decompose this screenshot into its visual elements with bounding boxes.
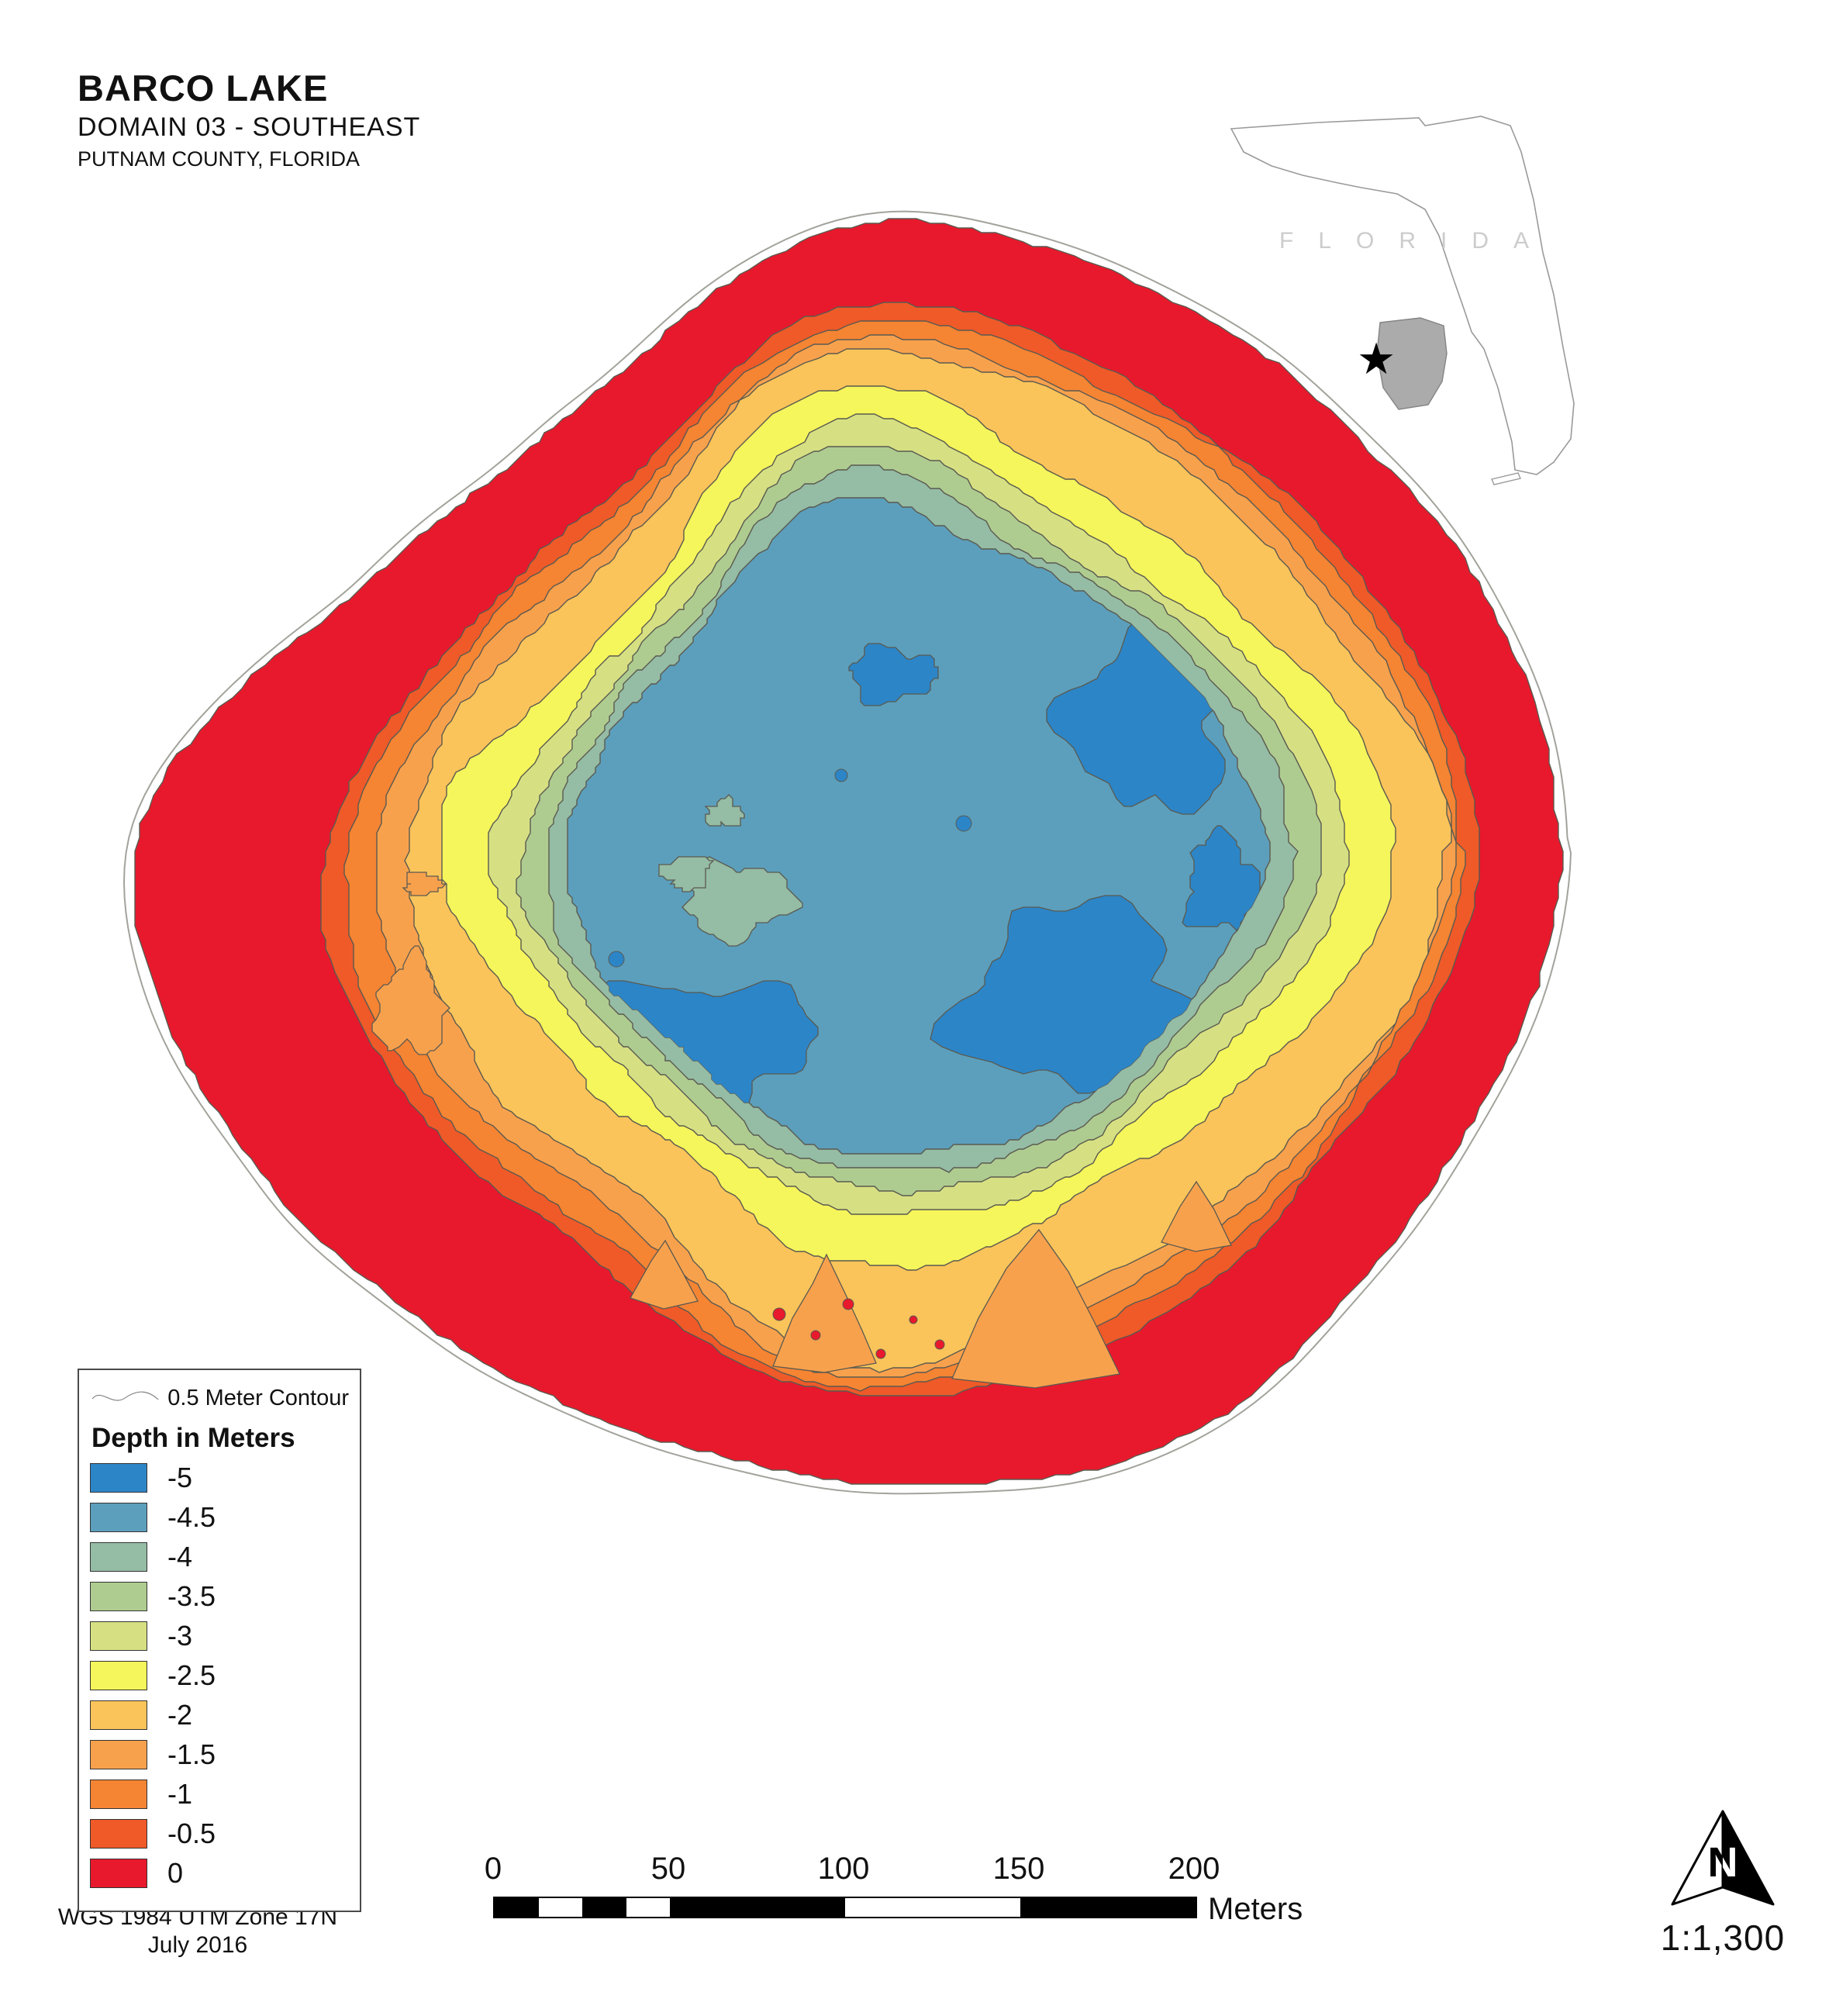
shoal-patch--1.5 [402,872,447,896]
legend-swatch [90,1740,147,1769]
scale-bar-graphic [493,1897,1197,1918]
legend-depth-label: -4 [167,1541,193,1572]
shoal-patch--1.5 [1161,1180,1232,1252]
shoal-patch--1.5 [951,1228,1120,1389]
legend-entry: 0 [90,1857,349,1889]
emergent-spot-0 [842,1298,854,1310]
shallow-island--4 [704,794,745,827]
legend: 0.5 Meter Contour Depth in Meters -5 -4.5… [78,1369,361,1912]
scale-bar-unit: Meters [1208,1892,1303,1926]
putnam-county-shape [1376,317,1448,410]
legend-swatch [90,1819,147,1849]
emergent-spot-0 [810,1330,821,1341]
legend-depth-label: 0 [167,1857,184,1889]
scale-tick-label: 0 [484,1852,502,1886]
florida-locator-inset: FLORIDA ★ [1230,116,1575,485]
legend-entry: -1 [90,1778,349,1810]
emergent-spot-0 [934,1339,945,1350]
emergent-spot-0 [909,1315,918,1324]
legend-swatch [90,1542,147,1572]
florida-label: FLORIDA [1279,228,1554,254]
legend-contour-row: 0.5 Meter Contour [90,1379,349,1417]
shallow-island--4 [658,856,715,892]
page-subtitle: DOMAIN 03 - SOUTHEAST [78,112,421,142]
north-label-right: N [1708,1839,1738,1886]
florida-keys [1491,472,1521,485]
legend-entry: -4 [90,1541,349,1572]
emergent-spot-0 [875,1348,886,1359]
legend-depth-label: -3 [167,1620,193,1652]
date-text: July 2016 [147,1932,248,1958]
legend-entries: -5 -4.5 -4 -3.5 -3 -2.5 -2 -1.5 -1 -0.5 0 [90,1462,349,1889]
north-arrow-icon: N N [1671,1810,1775,1906]
legend-swatch [90,1700,147,1730]
legend-entry: -2 [90,1699,349,1731]
deep-spot--5 [955,815,972,832]
page-title: BARCO LAKE [78,67,329,109]
legend-swatch [90,1463,147,1493]
scale-bar-segment [626,1898,670,1917]
legend-depth-label: -3.5 [167,1580,216,1612]
shallow-island--4 [682,856,803,947]
title-block: BARCO LAKE DOMAIN 03 - SOUTHEAST PUTNAM … [78,68,420,172]
north-arrow-block: N N 1:1,300 [1637,1807,1808,1959]
legend-depth-label: -2.5 [167,1659,216,1691]
deep-spot--5 [834,768,848,782]
scale-tick-label: 100 [817,1852,870,1886]
legend-swatch [90,1503,147,1532]
scale-bar-segment [582,1898,626,1917]
legend-entry: -0.5 [90,1818,349,1849]
scale-bar: 0 50 100 150 200 Meters [485,1852,1346,1929]
scale-bar-segment [845,1898,1020,1917]
scale-tick-label: 150 [992,1852,1045,1886]
legend-entry: -3.5 [90,1580,349,1612]
legend-entry: -2.5 [90,1659,349,1691]
shoal-patch--1.5 [630,1239,699,1310]
scale-bar-segment [539,1898,582,1917]
scale-bar-segment [495,1898,539,1917]
scale-tick-label: 50 [650,1852,686,1886]
legend-depth-label: -2 [167,1699,193,1731]
legend-entry: -1.5 [90,1738,349,1770]
scale-bar-ticks: 0 50 100 150 200 [485,1852,1346,1889]
legend-depth-label: -4.5 [167,1501,216,1533]
deep-hole--5 [848,643,939,706]
shoal-patch--1.5 [772,1253,877,1373]
shoal-patch--1.5 [371,945,450,1055]
legend-depth-label: -5 [167,1462,193,1493]
legend-depth-label: -0.5 [167,1818,216,1849]
legend-swatch [90,1780,147,1809]
legend-entry: -5 [90,1462,349,1493]
scale-bar-segment [1020,1898,1196,1917]
legend-entry: -3 [90,1620,349,1652]
legend-depth-label: -1 [167,1778,193,1810]
legend-depth-label: -1.5 [167,1738,216,1770]
legend-swatch [90,1621,147,1651]
deep-spot--5 [608,951,625,968]
legend-contour-label: 0.5 Meter Contour [167,1385,349,1410]
page-location: PUTNAM COUNTY, FLORIDA [78,147,361,171]
emergent-spot-0 [772,1307,786,1321]
map-scale-ratio: 1:1,300 [1660,1918,1786,1958]
legend-entry: -4.5 [90,1501,349,1533]
shoreline-contour-line [123,210,1572,1495]
legend-swatch [90,1859,147,1888]
star-icon: ★ [1357,334,1396,383]
legend-swatch [90,1661,147,1690]
contour-line-icon [91,1391,159,1401]
north-label-left: N [1708,1839,1738,1886]
legend-swatch [90,1582,147,1611]
scale-bar-segment [670,1898,845,1917]
scale-tick-label: 200 [1168,1852,1220,1886]
legend-depth-header: Depth in Meters [91,1423,295,1453]
florida-outline [1230,116,1575,475]
